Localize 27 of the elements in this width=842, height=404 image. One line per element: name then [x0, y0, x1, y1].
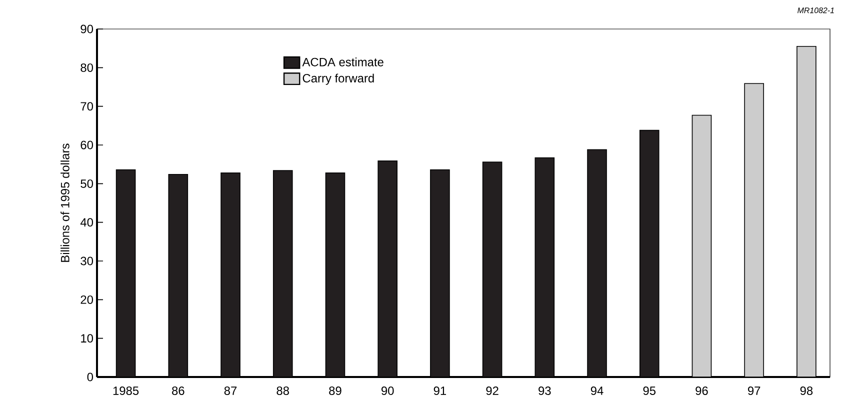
- x-tick-label: 94: [590, 386, 604, 395]
- legend-label: Carry forward: [302, 74, 374, 85]
- x-tick-label: 98: [800, 386, 813, 395]
- y-axis-title: Billions of 1995 dollars: [60, 144, 70, 262]
- x-tick-label: 96: [696, 386, 708, 395]
- y-tick-label: 0: [87, 372, 94, 382]
- x-tick-label: 91: [434, 386, 446, 395]
- x-tick-label: 86: [172, 386, 184, 395]
- y-tick-label: 10: [81, 334, 94, 343]
- x-tick-label: 95: [643, 386, 656, 395]
- x-tick-label: 89: [329, 386, 342, 395]
- x-tick-label: 93: [538, 386, 551, 395]
- x-tick-label: 92: [486, 386, 498, 395]
- x-tick-label: 90: [382, 386, 394, 395]
- x-tick-label: 88: [276, 386, 289, 395]
- y-tick-label: 60: [80, 140, 94, 150]
- y-tick-label: 20: [80, 295, 94, 304]
- y-tick-label: 90: [80, 24, 94, 34]
- x-tick-label: 97: [748, 386, 760, 395]
- x-tick-label: 87: [224, 386, 237, 395]
- y-tick-label: 80: [80, 63, 94, 72]
- y-tick-label: 40: [80, 218, 94, 227]
- x-tick-label: 1985: [113, 386, 139, 395]
- y-tick-label: 30: [80, 256, 94, 266]
- y-tick-label: 50: [80, 179, 94, 188]
- legend-label: ACDA estimate: [302, 58, 384, 66]
- y-tick-label: 70: [80, 102, 94, 111]
